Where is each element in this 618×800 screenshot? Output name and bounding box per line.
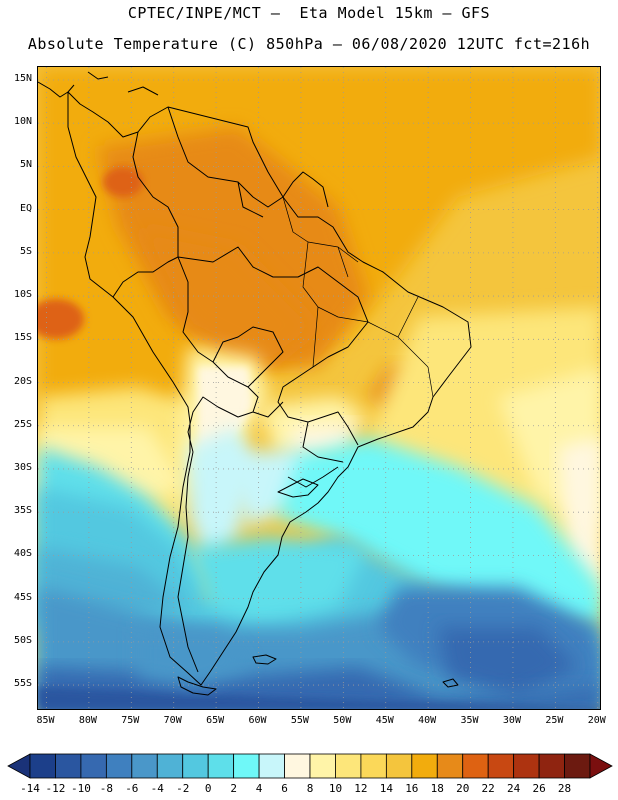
colorbar-swatch: [55, 753, 82, 779]
lat-tick-label: 10S: [13, 289, 32, 301]
lon-tick-label: 35W: [460, 715, 479, 726]
border-colombia-peru: [112, 131, 179, 298]
country-borders: [38, 71, 472, 696]
colorbar-tick-label: 26: [532, 782, 546, 795]
colorbar-swatch: [385, 753, 413, 779]
chart-title-line1: CPTEC/INPE/MCT – Eta Model 15km – GFS: [127, 4, 491, 22]
lon-tick-label: 70W: [163, 715, 182, 726]
lat-tick-label: 20S: [13, 375, 32, 387]
lat-tick-label: 50S: [13, 634, 32, 646]
border-andes: [177, 256, 259, 453]
lon-tick-label: 30W: [502, 715, 521, 726]
lat-tick-label: EQ: [19, 202, 32, 214]
colorbar-swatch: [156, 753, 184, 779]
colorbar-swatch: [335, 753, 362, 779]
colorbar-swatch: [360, 753, 387, 779]
lon-tick-label: 40W: [418, 715, 437, 726]
colorbar-tick-label: 8: [306, 782, 314, 795]
lon-tick-label: 80W: [78, 715, 97, 726]
lat-tick-label: 15S: [13, 332, 32, 344]
coast-central-america: [38, 71, 159, 98]
colorbar-swatch: [207, 753, 235, 779]
colorbar-swatch: [29, 753, 56, 779]
colorbar-swatch: [309, 753, 336, 779]
border-brazil-states: [282, 196, 434, 398]
colorbar-under-arrow: [7, 753, 31, 779]
colorbar-swatch: [284, 753, 311, 779]
colorbar-swatch: [538, 753, 565, 779]
border-uruguay-lake: [277, 466, 339, 498]
temperature-map: [38, 67, 600, 709]
colorbar-tick-label: 2: [230, 782, 237, 795]
colorbar-swatch: [182, 753, 209, 779]
colorbar-swatch: [564, 753, 591, 779]
map-panel: [37, 66, 601, 710]
island-tierra-del-fuego: [177, 676, 217, 696]
border-bolivia-paraguay: [212, 326, 284, 418]
lon-tick-label: 65W: [206, 715, 225, 726]
colorbar-swatch: [131, 753, 158, 779]
lon-tick-label: 25W: [545, 715, 564, 726]
island-south-georgia: [442, 678, 459, 688]
lat-tick-label: 10N: [13, 116, 32, 128]
colorbar-swatch: [105, 753, 133, 779]
border-guianas-venezuela: [167, 106, 329, 218]
border-brazil: [177, 246, 369, 463]
colorbar-swatch: [233, 753, 260, 779]
colorbar-swatch: [80, 753, 107, 779]
colorbar-over-arrow: [589, 753, 613, 779]
lon-tick-label: 60W: [248, 715, 267, 726]
chart-title-line2: Absolute Temperature (C) 850hPa – 06/08/…: [27, 35, 591, 53]
lat-tick-label: 5S: [19, 245, 32, 257]
colorbar-tick-label: -10: [70, 782, 91, 795]
colorbar-swatch: [436, 753, 464, 779]
colorbar-tick-label: 14: [379, 782, 393, 795]
colorbar-tick-label: 10: [328, 782, 343, 795]
border-argentina-chile: [177, 451, 199, 673]
colorbar-tick-label: -4: [150, 782, 164, 795]
lat-tick-label: 25S: [13, 418, 32, 430]
colorbar-swatch: [411, 753, 438, 779]
colorbar: [7, 753, 613, 779]
colorbar-tick-label: 22: [481, 782, 495, 795]
lon-tick-label: 45W: [375, 715, 394, 726]
lat-tick-label: 40S: [13, 548, 32, 560]
colorbar-tick-label: 4: [255, 782, 263, 795]
colorbar-tick-label: -14: [20, 782, 40, 795]
colorbar-tick-label: 12: [354, 782, 368, 795]
colorbar-tick-label: -6: [125, 782, 139, 795]
lon-tick-label: 50W: [333, 715, 352, 726]
lon-tick-label: 75W: [121, 715, 140, 726]
colorbar-swatch: [513, 753, 540, 779]
lon-tick-label: 55W: [290, 715, 309, 726]
lat-tick-label: 5N: [19, 159, 32, 171]
island-falklands: [252, 654, 277, 665]
colorbar-tick-label: 6: [281, 782, 288, 795]
colorbar-swatch: [258, 753, 285, 779]
lon-tick-label: 85W: [36, 715, 55, 726]
temperature-field: [38, 67, 600, 709]
colorbar-tick-label: 24: [507, 782, 521, 795]
colorbar-tick-label: -2: [176, 782, 190, 795]
colorbar-tick-label: -12: [45, 782, 66, 795]
colorbar-tick-label: 16: [405, 782, 419, 795]
lat-tick-label: 15N: [13, 72, 32, 84]
colorbar-swatch: [487, 753, 515, 779]
colorbar-swatch: [462, 753, 489, 779]
lat-tick-label: 35S: [13, 505, 32, 517]
colorbar-tick-label: 18: [430, 782, 444, 795]
lat-tick-label: 45S: [13, 591, 32, 603]
colorbar-tick-label: 0: [204, 782, 212, 795]
coastline-south-america: [67, 91, 472, 686]
graticule: [38, 67, 600, 709]
lon-tick-label: 20W: [587, 715, 606, 726]
colorbar-tick-label: -8: [99, 782, 113, 795]
lat-tick-label: 30S: [13, 461, 32, 473]
colorbar-tick-label: 20: [456, 782, 470, 795]
lat-tick-label: 55S: [13, 678, 32, 690]
colorbar-tick-label: 28: [557, 782, 572, 795]
